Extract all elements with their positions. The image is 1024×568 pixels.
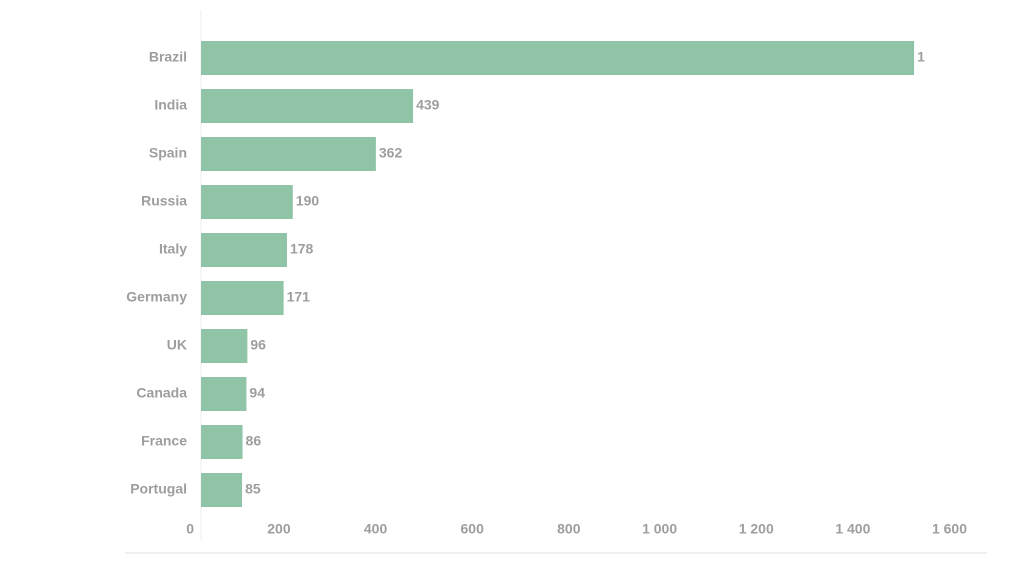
value-label: 362 bbox=[379, 145, 403, 161]
bar bbox=[201, 89, 414, 123]
value-label: 94 bbox=[249, 385, 265, 401]
value-label: 190 bbox=[296, 193, 320, 209]
y-tick-label: Portugal bbox=[130, 481, 187, 497]
x-tick-label: 1 000 bbox=[642, 521, 677, 537]
y-tick-label: India bbox=[154, 97, 187, 113]
x-tick-label: 200 bbox=[267, 521, 291, 537]
y-tick-label: Germany bbox=[126, 289, 187, 305]
value-label: 439 bbox=[416, 97, 440, 113]
bar bbox=[201, 233, 287, 267]
bar bbox=[201, 377, 247, 411]
bar bbox=[201, 473, 243, 507]
x-tick-label: 400 bbox=[364, 521, 388, 537]
y-tick-label: UK bbox=[167, 337, 187, 353]
x-tick-label: 800 bbox=[557, 521, 581, 537]
x-tick-label: 0 bbox=[186, 521, 194, 537]
y-tick-label: Canada bbox=[136, 385, 187, 401]
value-label: 171 bbox=[287, 289, 311, 305]
bar bbox=[201, 329, 248, 363]
y-tick-label: France bbox=[141, 433, 187, 449]
value-label: 86 bbox=[246, 433, 262, 449]
bar bbox=[201, 281, 284, 315]
y-tick-label: Russia bbox=[141, 193, 187, 209]
value-label: 178 bbox=[290, 241, 314, 257]
bar bbox=[201, 41, 915, 75]
y-tick-label: Italy bbox=[159, 241, 187, 257]
x-tick-label: 1 600 bbox=[932, 521, 967, 537]
bar bbox=[201, 425, 243, 459]
x-tick-label: 600 bbox=[461, 521, 485, 537]
value-label: 1 bbox=[917, 49, 925, 65]
y-tick-label: Brazil bbox=[149, 49, 187, 65]
y-tick-label: Spain bbox=[149, 145, 187, 161]
value-label: 96 bbox=[250, 337, 266, 353]
x-tick-label: 1 400 bbox=[835, 521, 870, 537]
bar bbox=[201, 137, 376, 171]
bar bbox=[201, 185, 293, 219]
x-tick-label: 1 200 bbox=[739, 521, 774, 537]
value-label: 85 bbox=[245, 481, 261, 497]
